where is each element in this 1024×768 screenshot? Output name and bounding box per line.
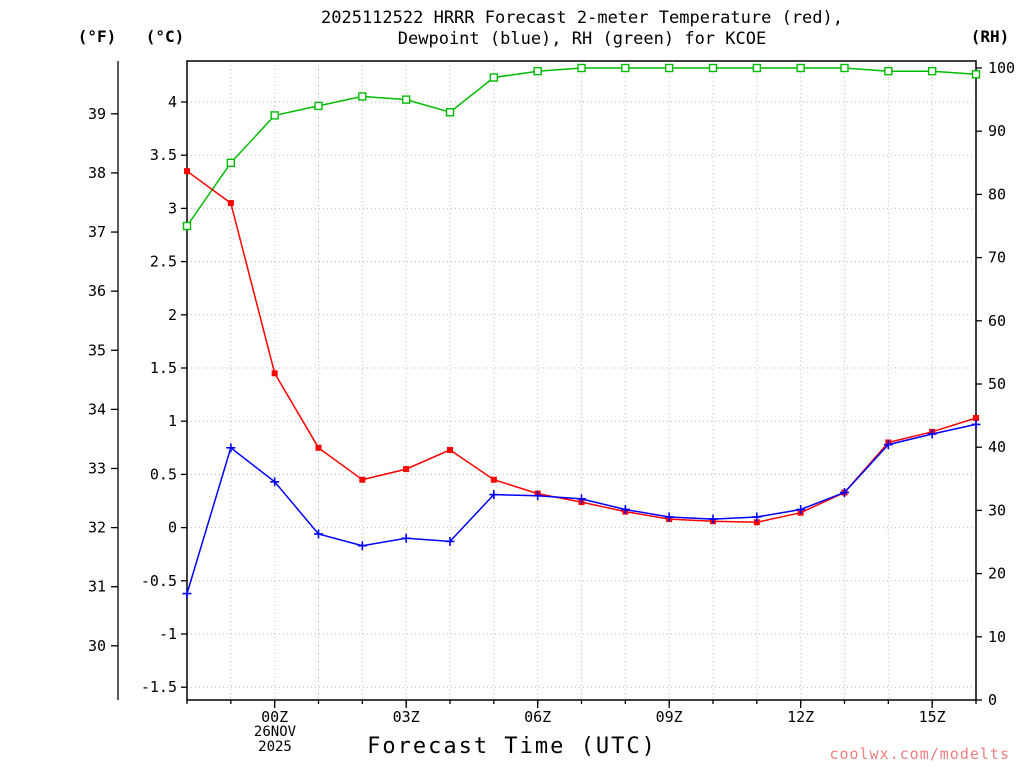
svg-text:38: 38 — [88, 164, 106, 182]
chart-title-line2: Dewpoint (blue), RH (green) for KCOE — [397, 29, 767, 49]
svg-text:0: 0 — [988, 691, 997, 709]
x-axis-date-year: 2025 — [258, 739, 292, 755]
svg-text:33: 33 — [88, 459, 106, 477]
svg-text:30: 30 — [988, 501, 1006, 519]
chart-title: 2025112522 HRRR Forecast 2-meter Tempera… — [187, 8, 977, 50]
svg-text:00Z: 00Z — [261, 708, 288, 726]
svg-text:-1.5: -1.5 — [141, 678, 177, 696]
watermark-text: coolwx.com/modelts — [829, 745, 1010, 763]
celsius-unit-label: (°C) — [145, 27, 185, 46]
svg-text:70: 70 — [988, 249, 1006, 267]
svg-text:1: 1 — [168, 412, 177, 430]
svg-text:15Z: 15Z — [919, 708, 946, 726]
svg-text:36: 36 — [88, 282, 106, 300]
svg-text:4: 4 — [168, 93, 177, 111]
svg-text:35: 35 — [88, 341, 106, 359]
svg-text:12Z: 12Z — [787, 708, 814, 726]
svg-text:3.5: 3.5 — [150, 146, 177, 164]
svg-text:03Z: 03Z — [393, 708, 420, 726]
svg-text:34: 34 — [88, 400, 106, 418]
fahrenheit-unit-label: (°F) — [77, 27, 117, 46]
svg-text:1.5: 1.5 — [150, 359, 177, 377]
svg-text:0.5: 0.5 — [150, 465, 177, 483]
svg-text:40: 40 — [988, 438, 1006, 456]
svg-text:10: 10 — [988, 628, 1006, 646]
svg-text:39: 39 — [88, 105, 106, 123]
svg-text:30: 30 — [88, 637, 106, 655]
svg-text:3: 3 — [168, 199, 177, 217]
rh-unit-label: (RH) — [970, 27, 1010, 46]
svg-text:2: 2 — [168, 306, 177, 324]
svg-text:100: 100 — [988, 59, 1015, 77]
x-axis-title: Forecast Time (UTC) — [367, 734, 657, 759]
svg-text:50: 50 — [988, 375, 1006, 393]
chart-title-line1: 2025112522 HRRR Forecast 2-meter Tempera… — [321, 8, 843, 28]
svg-text:0: 0 — [168, 519, 177, 537]
svg-text:-0.5: -0.5 — [141, 572, 177, 590]
svg-text:2.5: 2.5 — [150, 253, 177, 271]
svg-text:20: 20 — [988, 565, 1006, 583]
svg-text:-1: -1 — [159, 625, 177, 643]
svg-text:06Z: 06Z — [524, 708, 551, 726]
svg-text:60: 60 — [988, 312, 1006, 330]
svg-text:90: 90 — [988, 122, 1006, 140]
svg-text:32: 32 — [88, 519, 106, 537]
x-axis-date-month: 26NOV — [253, 724, 297, 740]
svg-text:37: 37 — [88, 223, 106, 241]
svg-text:31: 31 — [88, 578, 106, 596]
svg-text:09Z: 09Z — [656, 708, 683, 726]
svg-text:80: 80 — [988, 185, 1006, 203]
